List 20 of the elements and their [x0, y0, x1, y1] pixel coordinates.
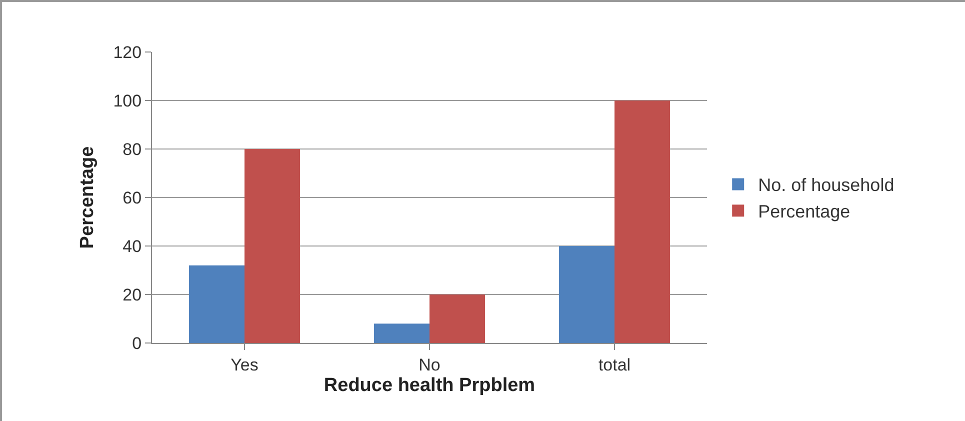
bar [374, 324, 430, 343]
bar [189, 265, 244, 343]
legend-label: No. of household [758, 175, 894, 196]
legend-label: Percentage [758, 202, 850, 222]
y-tick-label: 0 [132, 334, 142, 353]
bar [614, 100, 670, 343]
y-tick-label: 100 [113, 91, 142, 110]
x-axis-title: Reduce health Prpblem [324, 375, 536, 396]
x-tick-label: Yes [230, 355, 258, 374]
y-axis-title: Percentage [77, 146, 98, 249]
y-tick-label: 20 [122, 285, 142, 304]
y-tick-label: 120 [113, 42, 142, 62]
x-tick-label: No [418, 355, 440, 374]
bar [244, 149, 300, 343]
y-tick-label: 40 [122, 236, 142, 256]
x-tick-label: total [598, 355, 631, 374]
bar [559, 246, 614, 343]
y-tick-label: 80 [122, 140, 142, 159]
y-tick-label: 60 [122, 188, 142, 208]
bar [430, 294, 485, 343]
